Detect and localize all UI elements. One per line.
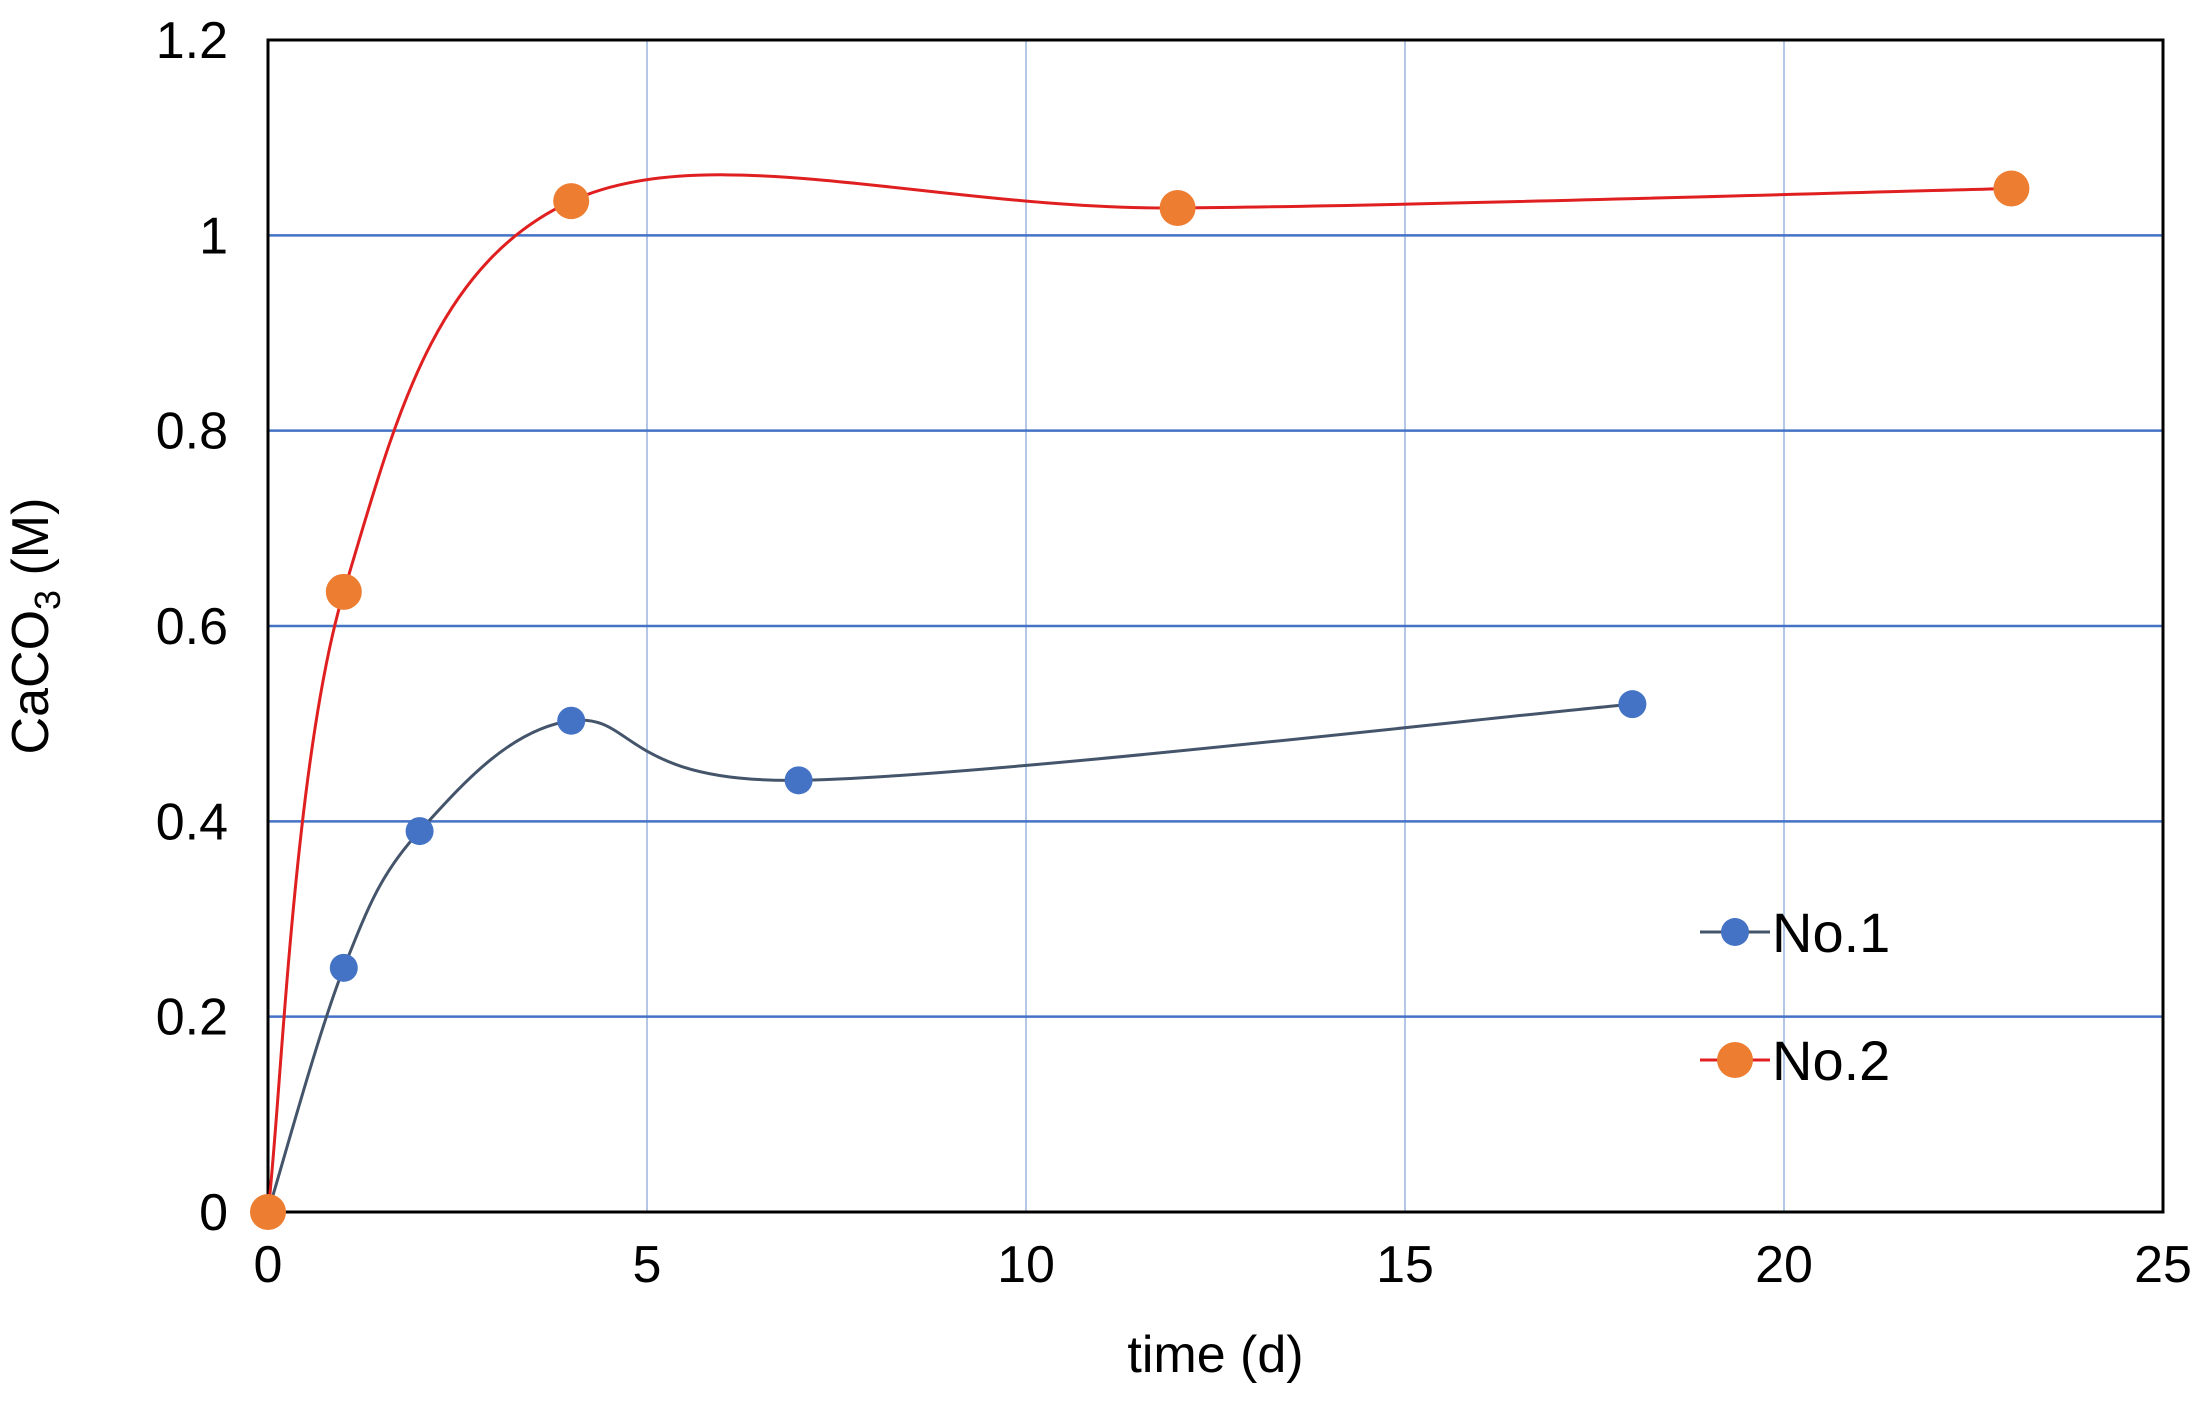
grid-lines <box>268 40 2163 1212</box>
data-point <box>553 183 590 220</box>
legend: No.1 No.2 <box>1700 901 1890 1092</box>
data-point <box>1618 690 1647 719</box>
data-point <box>325 573 362 610</box>
data-point <box>784 766 813 795</box>
series-line <box>266 702 1633 1213</box>
legend-item: No.2 <box>1700 1029 1890 1092</box>
y-tick-label: 1.2 <box>156 12 228 70</box>
y-tick-label: 0.4 <box>156 793 228 851</box>
data-point <box>1159 189 1196 226</box>
series-markers <box>250 170 2030 1230</box>
legend-label: No.1 <box>1772 901 1890 964</box>
x-tick-label: 25 <box>2134 1236 2192 1294</box>
series-layer <box>250 170 2030 1230</box>
series-no2 <box>266 173 2012 1213</box>
x-tick-label: 0 <box>254 1236 283 1294</box>
x-tick-label: 5 <box>633 1236 662 1294</box>
y-axis-title-main: CaCO <box>2 610 60 754</box>
y-tick-label: 0.8 <box>156 403 228 461</box>
x-axis-title: time (d) <box>1127 1326 1303 1384</box>
y-axis-title-suffix: (M) <box>2 498 60 590</box>
legend-label: No.2 <box>1772 1029 1890 1092</box>
y-tick-label: 1 <box>199 207 228 265</box>
legend-marker <box>1721 918 1749 946</box>
x-tick-label: 10 <box>997 1236 1055 1294</box>
x-tick-label: 20 <box>1755 1236 1813 1294</box>
y-tick-label: 0.6 <box>156 598 228 656</box>
data-point <box>1993 170 2030 207</box>
legend-marker <box>1717 1042 1753 1078</box>
y-axis-title-subscript: 3 <box>27 590 68 610</box>
series-line <box>266 173 2012 1213</box>
series-no1 <box>266 702 1633 1213</box>
y-tick-label: 0 <box>199 1184 228 1242</box>
data-point <box>329 953 358 982</box>
legend-item: No.1 <box>1700 901 1890 964</box>
y-tick-label: 0.2 <box>156 989 228 1047</box>
y-axis-title: CaCO3 (M) <box>2 498 68 755</box>
x-tick-label: 15 <box>1376 1236 1434 1294</box>
x-axis-tick-labels: 0 5 10 15 20 25 <box>254 1236 2192 1294</box>
data-point <box>557 706 586 735</box>
data-point <box>250 1194 286 1230</box>
data-point <box>405 817 434 846</box>
y-axis-tick-labels: 0 0.2 0.4 0.6 0.8 1 1.2 <box>156 12 228 1242</box>
plot-frame <box>266 38 2165 1214</box>
